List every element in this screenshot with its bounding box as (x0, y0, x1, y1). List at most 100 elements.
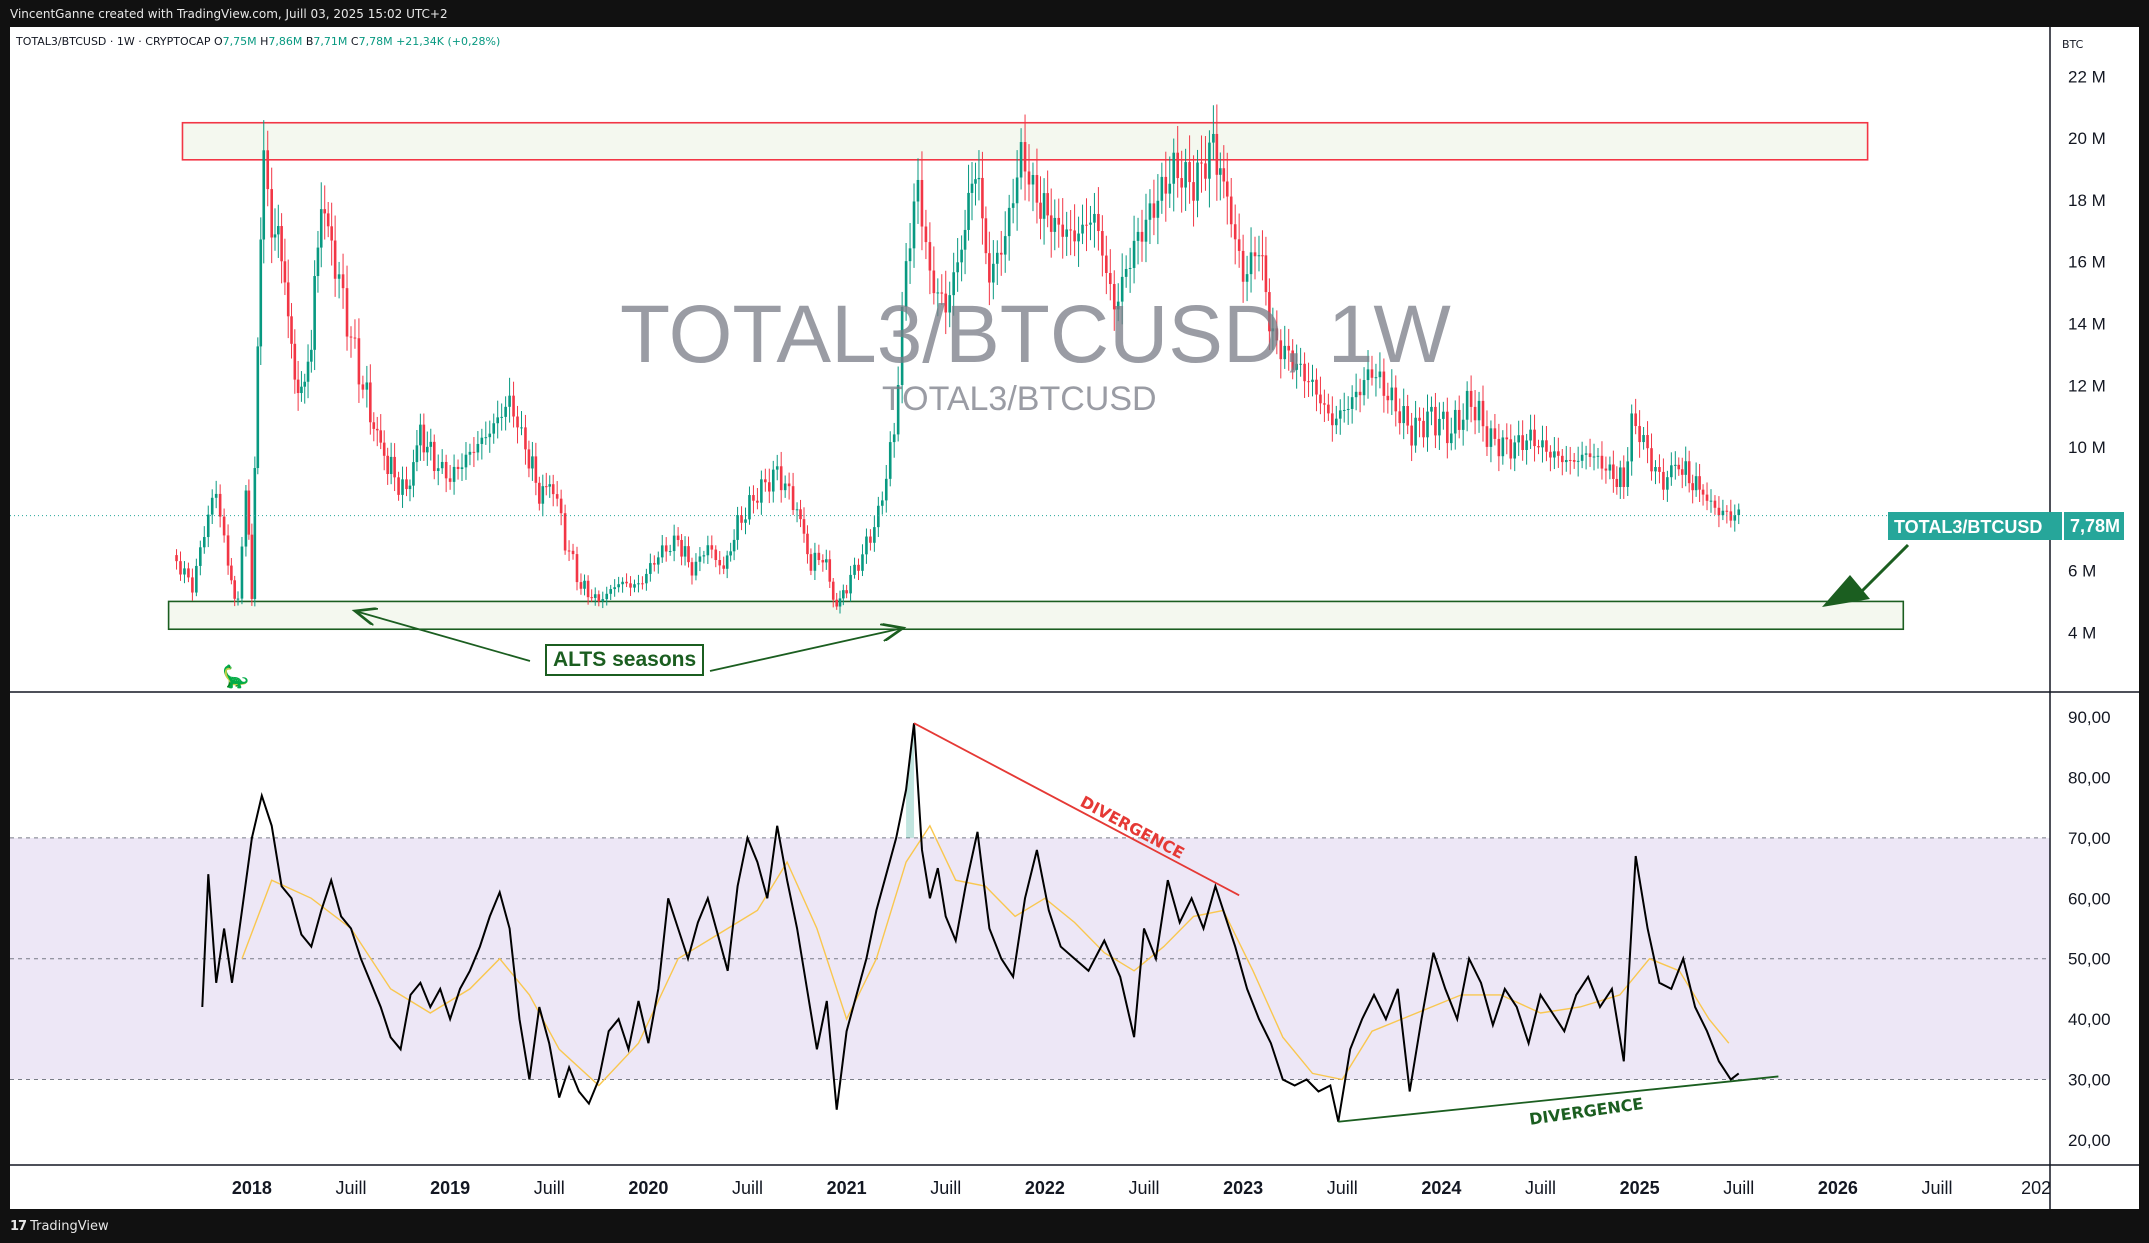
candle-body (977, 177, 981, 180)
top-bar: VincentGanne created with TradingView.co… (0, 0, 2149, 27)
candle-body (1069, 229, 1072, 231)
candle-body (629, 583, 632, 588)
candle-body (1600, 455, 1604, 469)
candle-body (1168, 183, 1172, 194)
candle-body (541, 486, 545, 504)
candle-body (319, 209, 323, 248)
rsi-overbought-fill (906, 723, 915, 838)
rsi-tick-label: 30,00 (2068, 1070, 2111, 1089)
candle-body (806, 533, 809, 555)
candle-body (1358, 391, 1362, 396)
tradingview-brand: TradingView (30, 1219, 109, 1234)
rsi-tick-label: 70,00 (2068, 829, 2111, 848)
candle-body (1225, 181, 1229, 197)
candle-body (948, 295, 952, 313)
candle-body (1670, 465, 1673, 478)
candle-body (936, 292, 940, 294)
candle-body (956, 262, 959, 273)
candle-body (1331, 413, 1334, 426)
candle-body (999, 252, 1003, 255)
candle-body (904, 261, 908, 307)
candle-body (226, 535, 230, 566)
candle-body (365, 382, 369, 390)
candle-body (1366, 369, 1370, 381)
candle-body (1362, 380, 1366, 396)
candle-body (963, 229, 967, 250)
candle-body (1279, 340, 1283, 360)
support-arrow-shaft (1856, 543, 1910, 597)
candle-body (1208, 142, 1211, 179)
candle-body (1283, 345, 1287, 360)
price-axis-unit: BTC (2062, 38, 2084, 51)
candle-body (1303, 363, 1306, 382)
dino-icon[interactable]: 🦕 (222, 664, 250, 689)
price-tick-label: 20 M (2068, 129, 2106, 148)
candle-body (698, 556, 702, 562)
candle-body (386, 455, 389, 475)
candle-body (476, 443, 480, 453)
candle-body (1315, 379, 1318, 395)
candle-body (330, 226, 333, 241)
candle-body (970, 183, 974, 193)
candle-body (210, 497, 214, 515)
candle-body (1233, 224, 1237, 240)
candle-body (1438, 418, 1441, 436)
candle-body (865, 536, 868, 555)
candle-body (1200, 162, 1203, 164)
candle-body (464, 454, 468, 468)
candle-body (440, 461, 444, 469)
candle-body (353, 337, 357, 339)
candle-body (323, 209, 327, 214)
candle-body (1561, 455, 1564, 463)
candle-body (813, 552, 817, 571)
candle-body (1493, 428, 1497, 439)
candle-body (1513, 442, 1517, 459)
candle-body (195, 565, 198, 593)
time-tick-label: Juill (335, 1178, 366, 1198)
candle-body (1402, 406, 1406, 424)
candle-body (1275, 328, 1279, 341)
candle-body (236, 598, 240, 600)
candle-body (369, 382, 372, 423)
candle-body (1537, 446, 1540, 448)
chart-canvas[interactable]: 22 M 20 M 18 M 16 M 14 M 12 M 10 M 6 M 4 M 90,00 8… (10, 27, 2139, 1209)
alts-seasons-label[interactable]: ALTS seasons (545, 644, 705, 676)
price-tick-label: 22 M (2068, 67, 2106, 86)
candle-body (1721, 510, 1725, 516)
candle-body (1557, 451, 1560, 456)
divergence-line-bullish (1338, 1075, 1779, 1123)
candle-body (1698, 476, 1701, 490)
candle-body (605, 593, 609, 600)
candle-body (714, 549, 718, 561)
candle-body (1386, 395, 1390, 401)
axes: 22 M 20 M 18 M 16 M 14 M 12 M 10 M 6 M 4 M 90,00 8… (10, 27, 2139, 1209)
candle-body (1684, 461, 1688, 475)
candle-body (857, 564, 860, 571)
candle-body (1481, 400, 1485, 427)
candle-body (1691, 483, 1694, 491)
candle-body (1229, 196, 1233, 225)
candle-body (1081, 224, 1084, 234)
candle-body (944, 293, 948, 313)
candle-body (1007, 207, 1011, 237)
candle-body (1184, 162, 1187, 188)
candle-body (1268, 292, 1271, 332)
price-tick-label: 4 M (2068, 623, 2096, 642)
candle-body (1489, 428, 1493, 447)
candle-body (1737, 509, 1741, 516)
current-price-badge[interactable]: TOTAL3/BTCUSD 7,78M (1888, 512, 2124, 540)
open-label: O (213, 35, 223, 48)
rsi-tick-label: 50,00 (2068, 950, 2111, 969)
candle-body (349, 336, 353, 338)
candle-body (460, 467, 464, 469)
candle-body (1346, 408, 1350, 410)
candle-body (1733, 515, 1737, 521)
candle-body (912, 201, 916, 249)
candle-body (1188, 162, 1191, 183)
candle-body (280, 226, 283, 262)
candle-body (791, 486, 795, 511)
tradingview-logo[interactable]: 17 TradingView (10, 1219, 109, 1234)
candle-body (408, 485, 412, 490)
candle-body (382, 442, 386, 456)
candle-body (1529, 429, 1532, 441)
